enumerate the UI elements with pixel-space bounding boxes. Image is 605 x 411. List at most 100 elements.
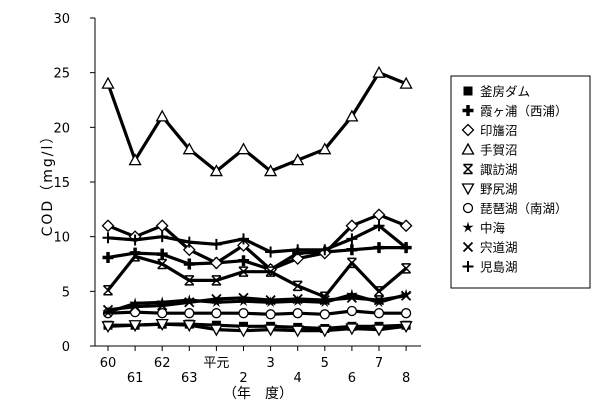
y-axis-label: COD（mg/l） xyxy=(40,128,56,237)
data-point xyxy=(399,219,413,233)
x-tick-label: 7 xyxy=(375,356,383,371)
data-point xyxy=(373,294,385,306)
series-line xyxy=(107,322,407,333)
data-point xyxy=(346,233,358,245)
data-point xyxy=(372,324,386,337)
data-point xyxy=(372,208,386,222)
data-point xyxy=(399,321,413,334)
data-point xyxy=(128,153,142,166)
data-point xyxy=(237,238,250,252)
legend-item: 釜房ダム xyxy=(463,84,530,99)
data-point xyxy=(238,233,249,245)
data-point xyxy=(102,304,114,316)
legend-label: 釜房ダム xyxy=(480,84,530,99)
legend-marker xyxy=(463,86,473,96)
legend-item: 野尻湖 xyxy=(461,182,518,197)
data-point xyxy=(102,251,114,263)
x-tick-label: 4 xyxy=(294,371,302,386)
legend-label: 琵琶湖（南湖） xyxy=(480,201,568,216)
data-point xyxy=(183,236,195,248)
data-point xyxy=(345,109,359,122)
data-point xyxy=(101,76,115,89)
legend-marker xyxy=(462,202,474,214)
data-point xyxy=(184,297,195,308)
y-tick-label: 0 xyxy=(62,340,70,355)
plot-area: 0 5 10 15 20 25 30 60 61 62 63 平元 2 3 4 5 6 7 8 xyxy=(53,12,421,386)
data-point xyxy=(319,244,331,256)
series-line xyxy=(107,309,407,316)
data-point xyxy=(346,257,357,269)
data-point xyxy=(318,142,332,155)
y-axis-ticks: 0 5 10 15 20 25 30 xyxy=(53,12,95,355)
data-point xyxy=(237,295,250,307)
series-line xyxy=(106,71,407,173)
data-point xyxy=(184,275,195,286)
data-point xyxy=(265,246,277,258)
data-point xyxy=(399,76,413,89)
legend-label: 児島湖 xyxy=(480,260,518,275)
legend-marker xyxy=(461,142,475,155)
x-tick-label: 61 xyxy=(127,371,144,386)
x-tick-label: 2 xyxy=(239,371,247,386)
legend-item: 児島湖 xyxy=(462,260,518,275)
legend-label: 手賀沼 xyxy=(480,143,518,158)
data-point xyxy=(129,297,141,309)
data-point xyxy=(209,256,223,270)
y-tick-label: 30 xyxy=(53,12,70,27)
legend-label: 諏訪湖 xyxy=(480,162,518,177)
series-line xyxy=(106,254,408,299)
data-point xyxy=(156,231,168,243)
data-point xyxy=(238,308,249,319)
data-point xyxy=(373,242,385,254)
data-point xyxy=(210,238,222,250)
data-point xyxy=(372,65,386,78)
legend-label: 宍道湖 xyxy=(480,240,518,255)
legend-item: 中海 xyxy=(462,221,506,236)
data-point xyxy=(182,142,196,155)
data-point xyxy=(400,290,412,301)
y-tick-label: 25 xyxy=(53,67,70,82)
data-point xyxy=(102,306,114,317)
data-point xyxy=(346,288,358,300)
legend-item: 宍道湖 xyxy=(462,240,518,255)
y-tick-label: 10 xyxy=(53,231,70,246)
x-tick-label: 6 xyxy=(348,371,356,386)
data-point xyxy=(155,318,169,331)
data-point xyxy=(238,266,249,277)
data-point xyxy=(102,232,114,244)
data-point xyxy=(401,263,412,274)
x-tick-label: 平元 xyxy=(203,356,229,371)
series-line xyxy=(107,293,407,314)
data-point xyxy=(157,258,168,270)
data-point xyxy=(211,293,222,305)
data-point xyxy=(101,219,115,233)
legend-label: 印旛沼 xyxy=(480,123,518,138)
data-point xyxy=(318,325,332,338)
legend-marker xyxy=(461,123,475,137)
legend-item: 諏訪湖 xyxy=(462,162,518,177)
legend-marker xyxy=(462,241,474,253)
data-point xyxy=(236,325,251,338)
data-point xyxy=(264,164,278,177)
data-point xyxy=(400,308,412,319)
y-tick-label: 20 xyxy=(53,121,70,136)
data-point xyxy=(373,286,385,297)
data-point xyxy=(128,320,142,333)
data-point xyxy=(238,255,249,267)
legend-marker xyxy=(461,183,475,196)
data-point xyxy=(182,320,196,333)
data-point xyxy=(130,251,141,262)
data-point xyxy=(209,324,223,337)
x-tick-label: 3 xyxy=(266,356,274,371)
data-point xyxy=(129,234,141,246)
legend-item: 印旛沼 xyxy=(461,123,518,138)
legend-item: 琵琶湖（南湖） xyxy=(462,201,568,216)
data-point xyxy=(265,309,276,320)
data-point xyxy=(345,323,359,336)
x-tick-label: 63 xyxy=(181,371,198,386)
series-4 xyxy=(101,65,413,177)
x-tick-label: 8 xyxy=(402,371,410,386)
y-tick-label: 15 xyxy=(53,176,70,191)
